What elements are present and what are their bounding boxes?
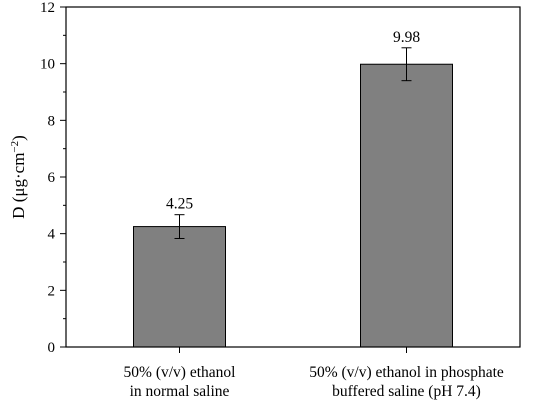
plot-frame [65, 6, 521, 348]
bars: 4.25 9.98 [133, 29, 453, 353]
y-tick-label: 4 [48, 227, 56, 243]
bar [360, 63, 453, 348]
x-category-label: buffered saline (pH 7.4) [332, 383, 481, 400]
bar [133, 226, 226, 348]
y-tick-label: 2 [48, 283, 56, 299]
data-label: 4.25 [166, 196, 193, 213]
x-category-label: in normal saline [130, 383, 230, 400]
x-category-label: 50% (v/v) ethanol in phosphate [309, 364, 504, 381]
data-label: 9.98 [393, 29, 420, 46]
x-category-label: 50% (v/v) ethanol [124, 364, 236, 381]
x-axis-labels: 50% (v/v) ethanol in normal saline 50% (v/… [124, 364, 504, 400]
y-tick-label: 0 [48, 340, 56, 356]
y-tick-label: 6 [48, 170, 56, 186]
y-tick-label: 10 [40, 57, 55, 73]
y-axis-label: D (μg·cm−2) [9, 135, 28, 219]
y-tick-label: 12 [40, 0, 55, 16]
y-axis-ticks: 0 2 4 6 8 10 12 [40, 0, 66, 356]
y-tick-label: 8 [48, 113, 56, 129]
